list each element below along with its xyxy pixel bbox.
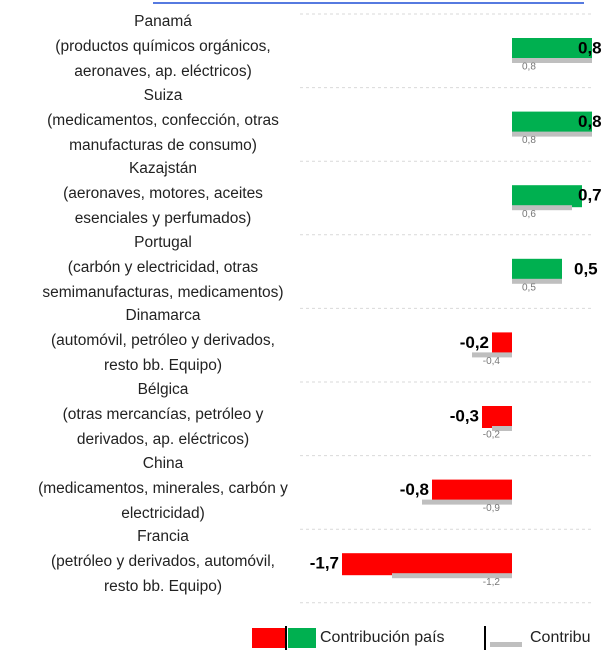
bar bbox=[392, 573, 512, 579]
category-label: Francia (petróleo y derivados, automóvil… bbox=[50, 528, 275, 596]
legend-label: Contribu bbox=[530, 629, 590, 646]
bar bbox=[512, 58, 592, 63]
value-label: 0,8 bbox=[578, 112, 602, 131]
value-label: 0,6 bbox=[522, 209, 536, 220]
bar bbox=[512, 258, 562, 281]
legend-swatch bbox=[490, 642, 522, 647]
value-label: -0,4 bbox=[483, 356, 501, 367]
bar bbox=[512, 278, 562, 284]
bar bbox=[432, 479, 512, 502]
category-label: Portugal (carbón y electricidad, otras s… bbox=[42, 233, 284, 301]
value-label: -0,8 bbox=[400, 480, 429, 499]
bar bbox=[342, 553, 512, 576]
legend-swatch bbox=[252, 628, 285, 648]
category-label: China (medicamentos, minerales, carbón y… bbox=[38, 454, 288, 522]
bar bbox=[512, 111, 592, 134]
legend-label: Contribución país bbox=[320, 629, 445, 646]
value-label: 0,8 bbox=[522, 62, 536, 73]
value-label: -1,7 bbox=[310, 554, 339, 573]
value-label: 0,8 bbox=[578, 38, 602, 57]
bar bbox=[482, 406, 512, 428]
value-label: -0,2 bbox=[483, 430, 501, 441]
bar bbox=[492, 332, 512, 355]
bar bbox=[512, 38, 592, 60]
bar bbox=[512, 205, 572, 211]
value-label: -0,2 bbox=[460, 333, 489, 352]
value-label: 0,5 bbox=[522, 282, 536, 293]
bar bbox=[422, 499, 512, 505]
category-label: Panamá (productos químicos orgánicos, ae… bbox=[55, 13, 271, 80]
bar bbox=[492, 426, 512, 431]
category-label: Bélgica (otras mercancías, petróleo y de… bbox=[62, 381, 264, 448]
category-label: Dinamarca (automóvil, petróleo y derivad… bbox=[50, 307, 275, 375]
category-label: Kazajstán (aeronaves, motores, aceites e… bbox=[63, 160, 263, 228]
bar bbox=[512, 131, 592, 137]
value-label: -0,3 bbox=[450, 406, 479, 425]
value-label: -1,2 bbox=[483, 577, 501, 588]
value-label: 0,7 bbox=[578, 186, 602, 205]
value-label: 0,5 bbox=[574, 259, 598, 278]
bar bbox=[512, 185, 582, 208]
value-label: -0,9 bbox=[483, 503, 501, 514]
value-label: 0,8 bbox=[522, 135, 536, 146]
bar bbox=[472, 352, 512, 358]
legend-swatch bbox=[288, 628, 316, 648]
category-label: Suiza (medicamentos, confección, otras m… bbox=[47, 86, 279, 154]
